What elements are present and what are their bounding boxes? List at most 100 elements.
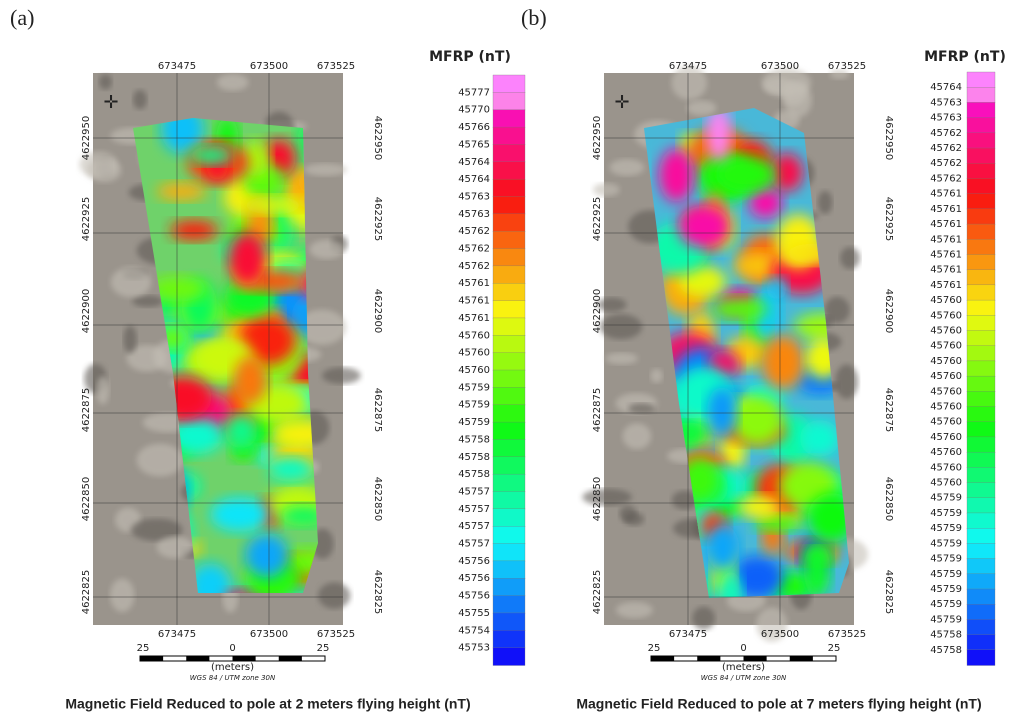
legend-label: 45758 [930, 630, 962, 641]
legend-label: 45763 [458, 209, 490, 220]
terrain [605, 353, 638, 365]
legend-swatch [493, 561, 525, 579]
y-tick-label: 4622875 [883, 388, 894, 433]
legend-label: 45759 [930, 569, 962, 580]
legend-label: 45757 [458, 504, 490, 515]
legend-swatch [967, 391, 995, 407]
legend-swatch [493, 526, 525, 544]
terrain [628, 403, 654, 413]
anomaly [170, 220, 218, 240]
legend-swatch [493, 196, 525, 214]
legend-swatch [493, 283, 525, 301]
legend-label: 45760 [930, 325, 962, 336]
legend-swatch [967, 178, 995, 194]
anomaly [762, 335, 805, 389]
terrain [818, 191, 833, 214]
legend-label: 45761 [458, 278, 490, 289]
y-tick-label: 4622825 [592, 570, 603, 615]
terrain [824, 297, 849, 324]
terrain [217, 74, 249, 91]
legend-swatch [967, 513, 995, 529]
y-tick-label: 4622875 [372, 388, 383, 433]
terrain [132, 295, 163, 307]
legend-label: 45764 [458, 174, 490, 185]
y-tick-label: 4622950 [883, 116, 894, 161]
legend-label: 45758 [930, 645, 962, 656]
legend-label: 45762 [930, 173, 962, 184]
map: ✛ [582, 66, 868, 642]
legend-label: 45760 [458, 330, 490, 341]
scale-label: 0 [229, 643, 235, 654]
scale-label: 25 [648, 643, 661, 654]
y-tick-label: 4622925 [81, 197, 92, 242]
legend-swatch [493, 75, 525, 93]
legend-label: 45756 [458, 591, 490, 602]
north-arrow: ✛ [103, 92, 118, 113]
terrain [123, 326, 136, 354]
y-tick-label: 4622825 [883, 570, 894, 615]
legend-label: 45760 [930, 356, 962, 367]
terrain [96, 376, 109, 404]
legend-label: 45761 [930, 265, 962, 276]
y-tick-label: 4622925 [883, 197, 894, 242]
y-tick-label: 4622950 [592, 116, 603, 161]
y-tick-label: 4622925 [592, 197, 603, 242]
x-tick-label: 673475 [158, 629, 196, 640]
terrain [651, 369, 663, 383]
terrain [322, 367, 361, 384]
terrain [309, 240, 343, 259]
x-tick-label: 673500 [761, 61, 799, 72]
terrain [616, 602, 653, 618]
legend-swatch [493, 578, 525, 596]
y-tick-label: 4622875 [592, 388, 603, 433]
anomaly [707, 387, 737, 437]
legend-label: 45760 [930, 478, 962, 489]
legend-label: 45762 [930, 143, 962, 154]
legend-swatch [967, 437, 995, 453]
anomaly [267, 457, 313, 482]
legend-label: 45757 [458, 539, 490, 550]
legend-swatch [967, 270, 995, 286]
terrain [133, 90, 147, 110]
anomaly [715, 156, 776, 192]
legend-swatch [967, 300, 995, 316]
legend-label: 45759 [930, 584, 962, 595]
legend-label: 45760 [930, 417, 962, 428]
legend-swatch [493, 474, 525, 492]
legend-swatch [493, 353, 525, 371]
legend-label: 45765 [458, 139, 490, 150]
legend-swatch [967, 361, 995, 377]
x-tick-label: 673525 [828, 61, 866, 72]
y-tick-label: 4622875 [81, 388, 92, 433]
x-tick-label: 673525 [828, 629, 866, 640]
legend-swatch [967, 574, 995, 590]
x-tick-label: 673525 [317, 61, 355, 72]
legend-label: 45761 [458, 313, 490, 324]
anomaly [234, 356, 267, 404]
terrain [687, 100, 717, 115]
scale-unit: (meters) [211, 662, 254, 673]
x-tick-label: 673475 [669, 61, 707, 72]
scale-segment [790, 656, 813, 661]
y-tick-label: 4622825 [372, 570, 383, 615]
legend-swatch [967, 224, 995, 240]
legend-swatch [493, 214, 525, 232]
legend-label: 45758 [458, 452, 490, 463]
figure: (a)✛673475673475673500673500673525673525… [0, 0, 1023, 717]
terrain [609, 159, 644, 176]
scale-segment [651, 656, 674, 661]
legend-label: 45762 [458, 226, 490, 237]
legend-swatch [493, 179, 525, 197]
legend-swatch [493, 648, 525, 666]
legend-label: 45762 [458, 244, 490, 255]
legend-swatch [967, 376, 995, 392]
map: ✛ [79, 73, 360, 625]
legend-swatch [967, 72, 995, 88]
caption: Magnetic Field Reduced to pole at 2 mete… [65, 696, 470, 712]
legend-label: 45753 [458, 643, 490, 654]
legend-label: 45759 [930, 614, 962, 625]
y-tick-label: 4622900 [592, 289, 603, 334]
legend-label: 45760 [930, 310, 962, 321]
x-tick-label: 673475 [669, 629, 707, 640]
legend-label: 45757 [458, 486, 490, 497]
